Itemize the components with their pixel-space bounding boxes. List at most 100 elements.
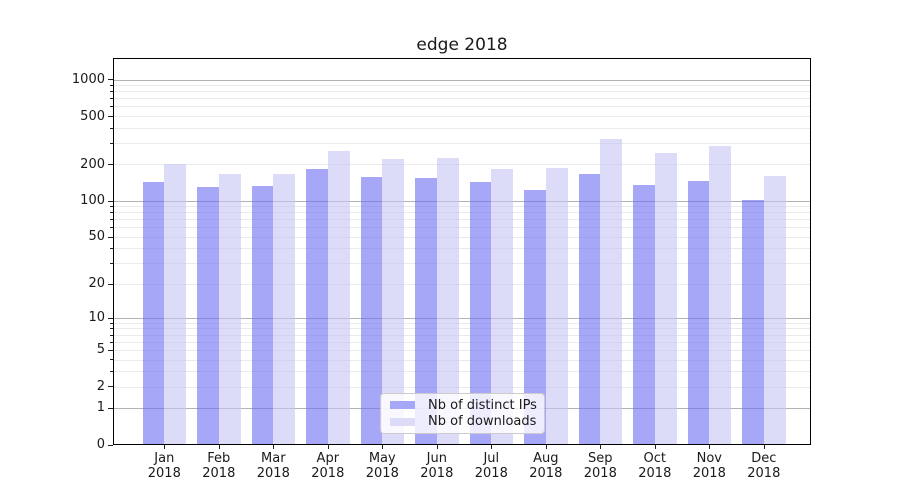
- y-minor-tick: [110, 248, 113, 249]
- gridline-major: [113, 317, 811, 319]
- y-tick-label: 500: [80, 108, 105, 124]
- x-tick: [437, 445, 438, 449]
- gridline-minor: [113, 386, 811, 388]
- gridline-minor: [113, 219, 811, 221]
- legend-swatch-distinct-ips-icon: [390, 401, 415, 410]
- y-minor-tick: [110, 212, 113, 213]
- gridline-minor: [113, 127, 811, 129]
- gridline-major: [113, 200, 811, 202]
- x-tick: [273, 445, 274, 449]
- legend-label-downloads: Nb of downloads: [428, 414, 537, 430]
- bar-distinct-ips: [742, 200, 764, 445]
- y-tick-label: 0: [96, 437, 105, 452]
- y-minor-tick: [110, 85, 113, 86]
- y-tick-label: 5: [96, 342, 105, 358]
- bar-downloads: [382, 159, 405, 445]
- y-tick: [108, 445, 113, 446]
- y-minor-tick: [110, 116, 113, 117]
- bar-distinct-ips: [633, 184, 655, 445]
- x-tick: [328, 445, 329, 449]
- y-tick-label: 1: [96, 400, 105, 416]
- gridline-minor: [113, 227, 811, 229]
- bar-downloads: [218, 174, 241, 445]
- bar-distinct-ips: [360, 176, 383, 445]
- y-tick: [108, 79, 113, 80]
- y-minor-tick: [110, 342, 113, 343]
- bar-distinct-ips: [578, 174, 601, 445]
- gridline-minor: [113, 85, 811, 87]
- y-minor-tick: [110, 106, 113, 107]
- bar-downloads: [600, 138, 623, 445]
- bar-distinct-ips: [306, 169, 328, 445]
- x-tick-label: Mar 2018: [256, 451, 290, 481]
- gridline-minor: [113, 91, 811, 93]
- chart-title: edge 2018: [416, 35, 508, 55]
- bar-distinct-ips: [251, 185, 274, 445]
- x-tick-label: Aug 2018: [529, 451, 563, 481]
- y-tick-label: 20: [88, 276, 105, 292]
- y-minor-tick: [110, 323, 113, 324]
- gridline-minor: [113, 164, 811, 166]
- gridline-minor: [113, 106, 811, 108]
- x-tick-label: May 2018: [365, 451, 399, 481]
- gridline-minor: [113, 206, 811, 208]
- y-minor-tick: [110, 335, 113, 336]
- x-tick-label: Jun 2018: [420, 451, 454, 481]
- x-tick: [219, 445, 220, 449]
- y-minor-tick: [110, 227, 113, 228]
- x-tick-label: Feb 2018: [202, 451, 236, 481]
- gridline-minor: [113, 248, 811, 250]
- y-tick: [108, 386, 113, 387]
- legend-label-distinct-ips: Nb of distinct IPs: [428, 397, 537, 413]
- bar-distinct-ips: [415, 177, 437, 445]
- y-tick-label: 2: [96, 379, 105, 394]
- legend: Nb of distinct IPs Nb of downloads: [380, 393, 545, 434]
- legend-swatch-downloads-icon: [390, 417, 415, 426]
- y-minor-tick: [110, 359, 113, 360]
- gridline-minor: [113, 263, 811, 265]
- bar-downloads: [763, 176, 786, 445]
- y-minor-tick: [110, 263, 113, 264]
- gridline-minor: [113, 349, 811, 351]
- bar-downloads: [164, 163, 187, 445]
- bar-downloads: [436, 157, 459, 445]
- gridline-minor: [113, 98, 811, 100]
- bar-distinct-ips: [197, 186, 219, 445]
- bar-distinct-ips: [524, 189, 546, 445]
- bar-distinct-ips: [142, 182, 165, 445]
- gridline-minor: [113, 341, 811, 343]
- y-tick-label: 50: [88, 229, 105, 245]
- y-tick: [108, 318, 113, 319]
- bar-downloads: [327, 150, 350, 445]
- y-tick: [108, 284, 113, 285]
- gridline-minor: [113, 283, 811, 285]
- y-minor-tick: [110, 219, 113, 220]
- bar-distinct-ips: [687, 180, 710, 445]
- y-minor-tick: [110, 206, 113, 207]
- gridline-minor: [113, 236, 811, 238]
- gridline-major: [113, 79, 811, 81]
- x-tick-label: Sep 2018: [583, 451, 617, 481]
- y-tick: [108, 164, 113, 165]
- y-minor-tick: [110, 128, 113, 129]
- y-tick-label: 10: [88, 310, 105, 326]
- x-tick: [546, 445, 547, 449]
- gridline-minor: [113, 116, 811, 118]
- x-tick: [655, 445, 656, 449]
- bar-downloads: [654, 153, 677, 445]
- gridline-minor: [113, 328, 811, 330]
- y-tick-label: 1000: [71, 72, 105, 87]
- gridline-minor: [113, 371, 811, 373]
- y-minor-tick: [110, 143, 113, 144]
- y-minor-tick: [110, 237, 113, 238]
- y-tick-label: 200: [80, 156, 105, 172]
- x-tick-label: Oct 2018: [638, 451, 672, 481]
- bar-downloads: [709, 145, 732, 445]
- gridline-minor: [113, 212, 811, 214]
- legend-item-distinct-ips: Nb of distinct IPs: [390, 397, 537, 413]
- plot-area: [113, 58, 811, 445]
- y-tick: [108, 201, 113, 202]
- x-tick: [164, 445, 165, 449]
- y-minor-tick: [110, 328, 113, 329]
